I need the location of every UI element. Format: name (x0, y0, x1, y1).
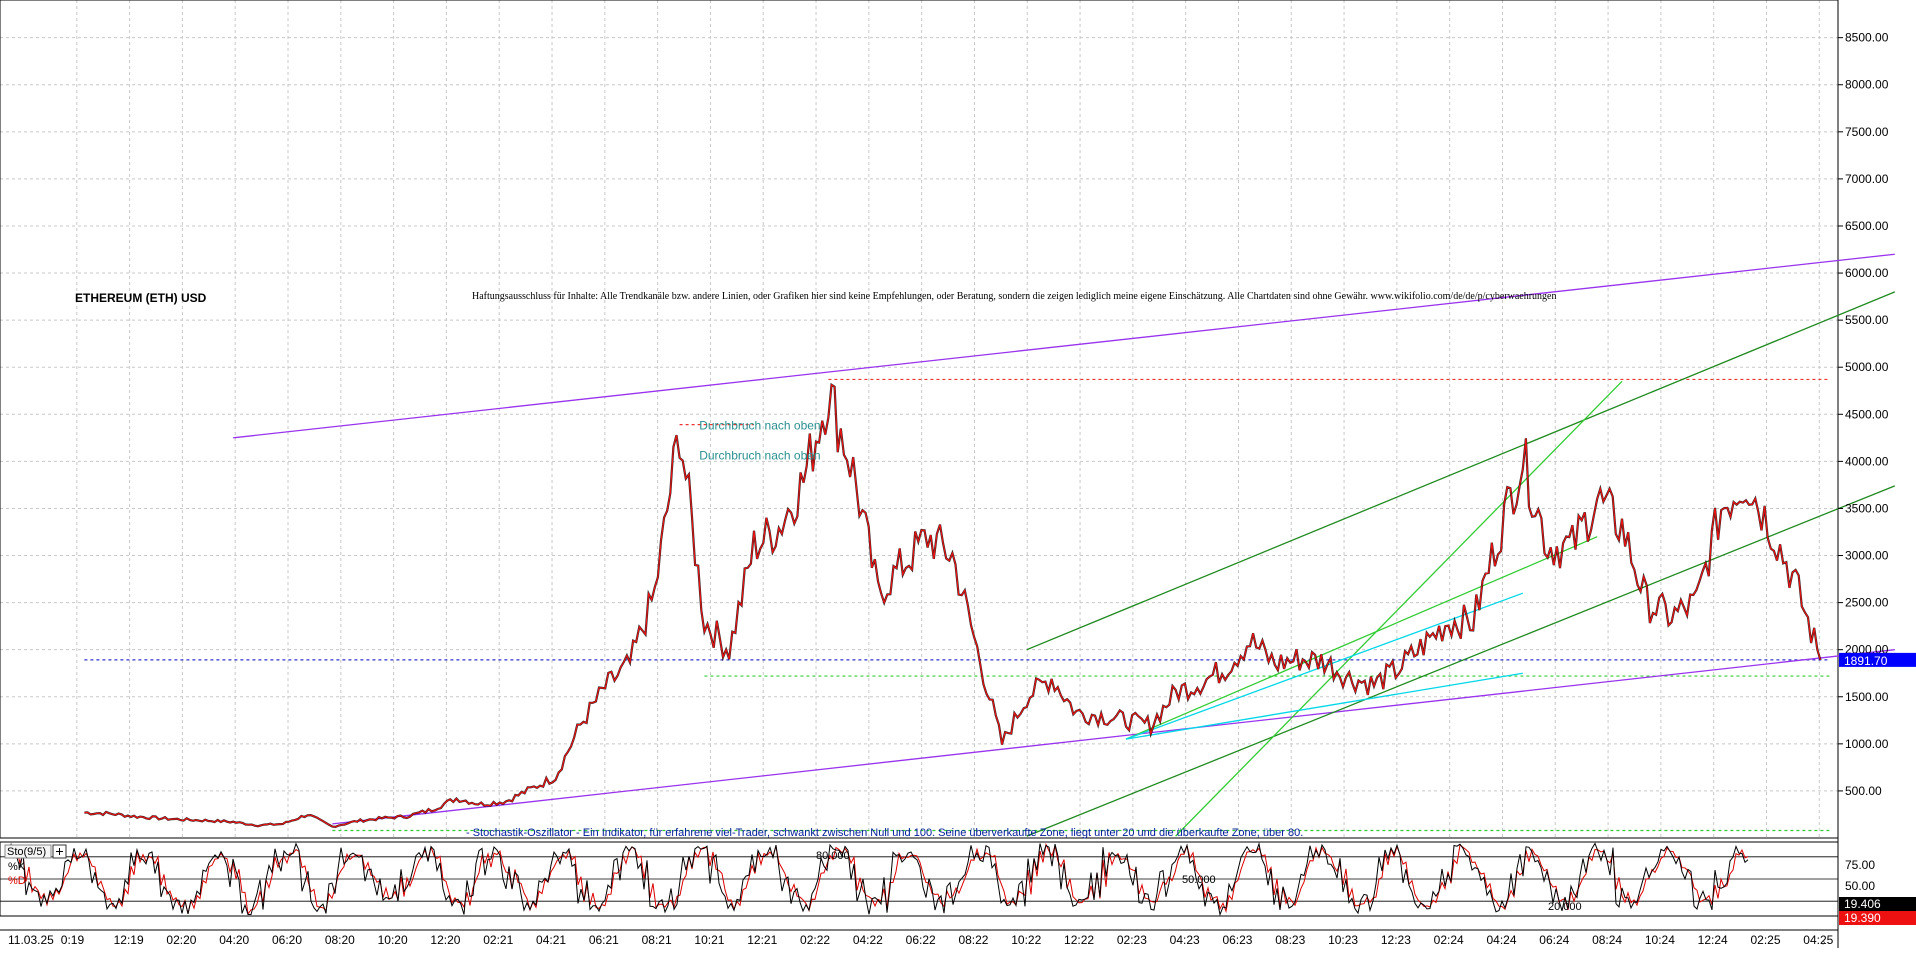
d-value-box (1839, 911, 1916, 925)
date-tick-label: 06:22 (906, 933, 936, 947)
date-tick-label: 04:24 (1486, 933, 1516, 947)
price-panel-frame (0, 0, 1839, 839)
date-tick-label: 02:23 (1117, 933, 1147, 947)
annotation-label: Durchbruch nach oben (699, 418, 820, 432)
trend-lines (233, 253, 1896, 837)
trend-line (1175, 380, 1623, 837)
trend-line (233, 253, 1895, 439)
date-tick-label: 02:21 (483, 933, 513, 947)
date-tick-label: 12:23 (1381, 933, 1411, 947)
date-tick-label: 08:23 (1275, 933, 1305, 947)
price-tick-label: 1000.00 (1845, 737, 1889, 751)
price-tick-label: 4500.00 (1845, 407, 1889, 421)
stochastic-label-box[interactable] (4, 844, 52, 859)
date-tick-label: 10:23 (1328, 933, 1358, 947)
price-tick-label: 6500.00 (1845, 219, 1889, 233)
date-tick-label: 12:24 (1698, 933, 1728, 947)
last-price-label: 1891.70 (1844, 654, 1888, 668)
price-tick-label: 500.00 (1845, 784, 1882, 798)
k-value-box (1839, 897, 1916, 911)
date-tick-label: 12:22 (1064, 933, 1094, 947)
stochastic-tick-50: 50.00 (1845, 879, 1875, 893)
date-tick-label: 02:24 (1434, 933, 1464, 947)
trend-line (1026, 291, 1896, 651)
date-tick-label: 08:21 (642, 933, 672, 947)
date-tick-label: 02:22 (800, 933, 830, 947)
price-tick-label: 5000.00 (1845, 360, 1889, 374)
date-tick-label: 10:20 (378, 933, 408, 947)
last-price-marker: 1891.70 (1839, 652, 1916, 668)
annotation-label: Durchbruch nach oben (699, 448, 820, 462)
price-tick-label: 7000.00 (1845, 172, 1889, 186)
price-tick-label: 8000.00 (1845, 78, 1889, 92)
price-tick-label: 5500.00 (1845, 313, 1889, 327)
stoch-level-20-label: 20.000 (1548, 901, 1582, 913)
stoch-d-line (4, 842, 1749, 916)
date-tick-label: 08:20 (325, 933, 355, 947)
date-tick-label: 06:21 (589, 933, 619, 947)
date-tick-label: 04:20 (219, 933, 249, 947)
date-tick-label: 12:21 (747, 933, 777, 947)
date-tick-label: 10:24 (1645, 933, 1675, 947)
date-tick-label: 02:25 (1750, 933, 1780, 947)
trend-line (1026, 485, 1896, 837)
date-tick-label: 08:24 (1592, 933, 1622, 947)
date-tick-label: 10:22 (1011, 933, 1041, 947)
date-tick-label: 10:21 (694, 933, 724, 947)
price-tick-label: 2500.00 (1845, 596, 1889, 610)
price-line (84, 383, 1821, 828)
trend-line (1125, 672, 1523, 740)
date-tick-label: 06:20 (272, 933, 302, 947)
price-tick-label: 8500.00 (1845, 31, 1889, 45)
scroll-right-icon[interactable]: › (1822, 937, 1825, 948)
trend-line (1125, 536, 1598, 740)
price-tick-label: 7500.00 (1845, 125, 1889, 139)
date-tick-label: 08:22 (958, 933, 988, 947)
stoch-level-80-label: 80.000 (816, 850, 850, 862)
stochastic-note: - Stochastik-Oszillator - Ein Indikator,… (466, 827, 1303, 839)
stochastic-label: Sto(9/5) (7, 846, 46, 858)
price-line-shadow (84, 382, 1822, 829)
date-tick-label: 06:24 (1539, 933, 1569, 947)
date-tick-label: 12:20 (430, 933, 460, 947)
k-label: %K (8, 861, 26, 873)
price-tick-label: 6000.00 (1845, 266, 1889, 280)
date-tick-label: 0:19 (61, 933, 85, 947)
price-tick-label: 3500.00 (1845, 501, 1889, 515)
price-tick-label: 3000.00 (1845, 549, 1889, 563)
date-tick-label: 04:22 (853, 933, 883, 947)
stochastic-header: Sto(9/5) %K %D (4, 844, 67, 887)
d-label: %D (8, 875, 26, 887)
date-tick-label: 02:20 (166, 933, 196, 947)
k-value: 19.406 (1844, 897, 1881, 911)
d-value: 19.390 (1844, 911, 1881, 925)
price-tick-label: 1500.00 (1845, 690, 1889, 704)
stoch-level-50-label: 50.000 (1182, 874, 1216, 886)
date-tick-label: 06:23 (1222, 933, 1252, 947)
date-tick-label: 04:25 (1803, 933, 1833, 947)
date-tick-label: 12:19 (114, 933, 144, 947)
date-axis-ticks: 11.03.25 0:19 12:19 02:20 04:20 06:20 08:20 10:… (8, 933, 1834, 947)
annotations: Durchbruch nach oben Durchbruch nach oben (699, 418, 820, 462)
price-series (84, 382, 1822, 829)
price-tick-label: 4000.00 (1845, 454, 1889, 468)
price-axis-ticks: 500.001000.001500.002000.002500.003000.0… (1838, 31, 1889, 798)
stoch-k-line (4, 842, 1749, 917)
grid (0, 0, 1838, 838)
horizontal-levels (84, 378, 1830, 832)
date-tick-label: 04:23 (1170, 933, 1200, 947)
stochastic-tick-75: 75.00 (1845, 858, 1875, 872)
trend-line (332, 649, 1895, 825)
disclaimer-text: Haftungsausschluss für Inhalte: Alle Tre… (472, 291, 1557, 302)
date-tick-label: 11.03.25 (8, 933, 54, 947)
date-tick-label: 04:21 (536, 933, 566, 947)
stochastic-lines (0, 842, 1838, 917)
last-price-box (1839, 652, 1916, 667)
chart-title: ETHEREUM (ETH) USD (75, 291, 207, 305)
